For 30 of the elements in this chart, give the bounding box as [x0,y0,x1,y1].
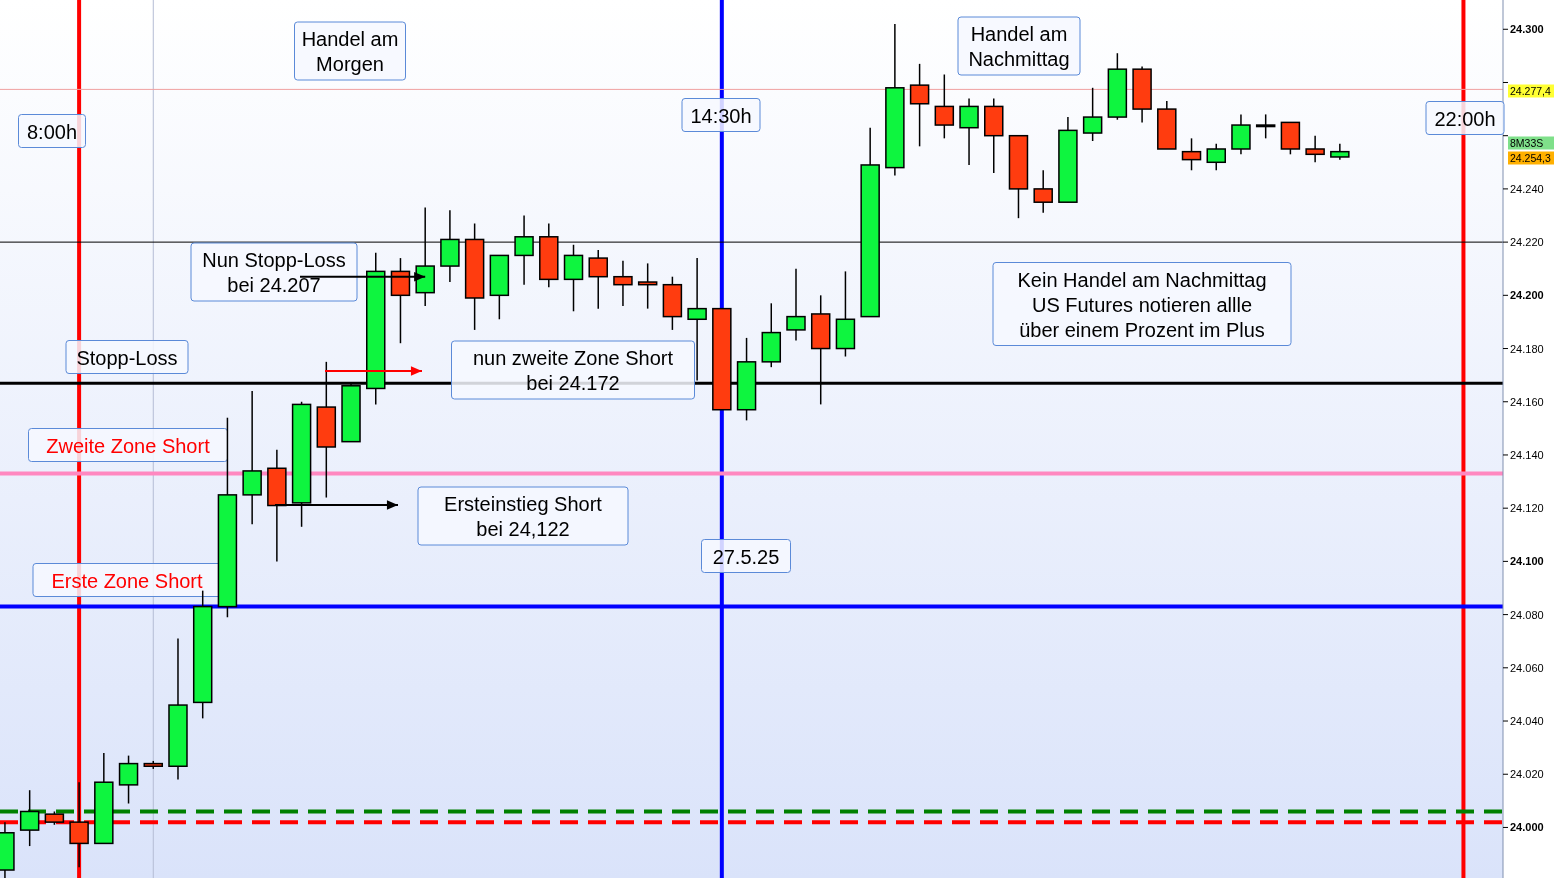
y-tick-label: 24.240 [1510,182,1544,195]
ref-line-label: 8:00h [26,120,78,143]
text: 8M33S [1510,137,1544,149]
y-tick-label: 24.180 [1510,342,1544,355]
y-tick-label: 24.040 [1510,715,1544,728]
text: 24.277,4 [1510,85,1552,97]
text: 24.254,3 [1510,152,1552,164]
y-tick-label: 24.140 [1510,448,1544,461]
y-tick-label: 24.020 [1510,768,1544,781]
y-tick-label: 24.000 [1510,821,1544,834]
annotation: 27.5.25 [712,545,780,568]
ref-line-label: Stopp-Loss [76,346,178,369]
y-tick-label: 24.060 [1510,661,1544,674]
y-tick-label: 24.200 [1510,289,1544,302]
annotation: nun zweite Zone Short bei 24.172 [472,347,674,394]
annotation: Handel am Morgen [301,28,399,75]
y-tick-label: 24.120 [1510,502,1544,515]
y-tick-label: 24.300 [1510,23,1544,36]
y-tick-label: 24.080 [1510,608,1544,621]
y-tick-label: 24.160 [1510,395,1544,408]
ref-line-label: 22:00h [1434,107,1496,130]
annotation: Kein Handel am Nachmittag US Futures notieren allle über einem Prozent im Plus [1017,268,1267,341]
ref-line-label: 14:30h [690,104,752,127]
y-tick-label: 24.220 [1510,236,1544,249]
ref-line-label: Erste Zone Short [51,569,204,592]
annotation: Ersteinstieg Short bei 24,122 [444,493,603,540]
annotation: Nun Stopp-Loss bei 24.207 [202,249,346,296]
annotation: Handel am Nachmittag [968,23,1070,70]
ref-line-label: Zweite Zone Short [46,434,211,457]
y-tick-label: 24.100 [1510,555,1544,568]
